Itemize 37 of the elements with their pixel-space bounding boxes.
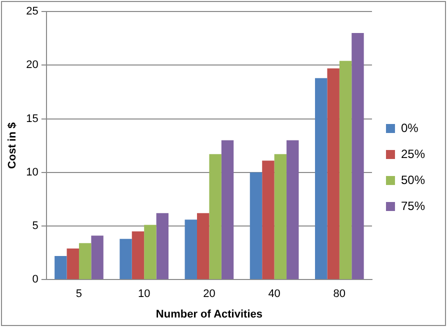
x-axis-title: Number of Activities — [156, 308, 262, 320]
y-tick-label: 25 — [26, 6, 38, 18]
bar — [221, 140, 234, 280]
bar — [91, 236, 104, 280]
y-tick-label: 10 — [26, 166, 38, 178]
bar — [120, 238, 132, 280]
x-tick-label: 40 — [268, 288, 280, 300]
y-tick-label: 15 — [26, 112, 38, 125]
y-tick-label: 5 — [32, 220, 38, 232]
bar — [54, 256, 67, 280]
x-tick-label: 5 — [76, 288, 82, 300]
bar — [156, 213, 169, 280]
y-tick-label: 20 — [26, 59, 38, 72]
y-tick-label: 0 — [32, 274, 38, 286]
bar — [352, 33, 364, 280]
legend-label: 50% — [400, 172, 426, 187]
bar — [315, 78, 328, 280]
bar — [78, 243, 92, 280]
bar — [132, 231, 144, 280]
legend-label: 75% — [400, 198, 426, 213]
bar — [327, 68, 340, 280]
bar — [286, 140, 299, 280]
x-tick-label: 20 — [203, 288, 216, 300]
bar — [209, 154, 222, 280]
bar — [184, 220, 197, 280]
x-tick-label: 10 — [138, 288, 150, 300]
y-axis-title: Cost in $ — [6, 122, 19, 169]
bar — [250, 172, 262, 280]
bar — [274, 154, 287, 280]
bar — [262, 160, 274, 280]
x-tick-label: 80 — [333, 288, 346, 300]
bar — [339, 60, 352, 280]
legend-label: 25% — [400, 146, 426, 161]
bar — [144, 224, 156, 280]
bar — [197, 213, 210, 280]
bar — [66, 248, 79, 280]
legend-label: 0% — [400, 120, 419, 135]
